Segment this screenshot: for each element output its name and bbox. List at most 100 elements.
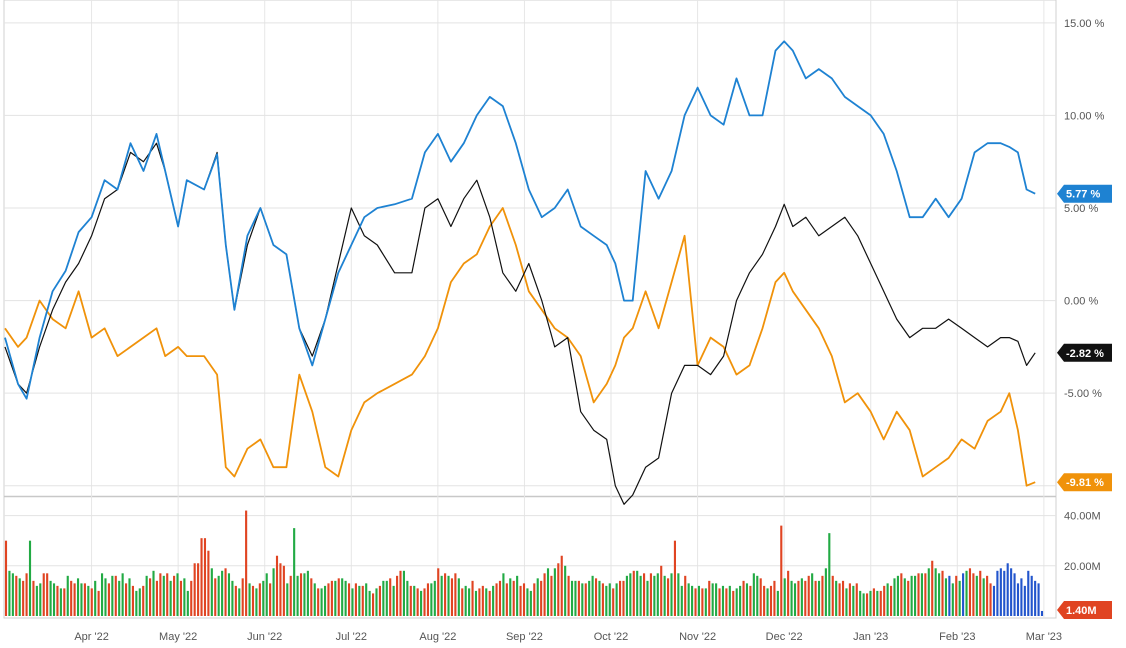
volume-bar — [368, 590, 371, 616]
volume-bar — [1040, 610, 1044, 616]
volume-bar — [28, 540, 32, 616]
volume-bar — [46, 573, 49, 616]
y-tick-label: 0.00 % — [1064, 296, 1098, 308]
volume-bar — [251, 585, 255, 616]
volume-bar — [879, 590, 882, 616]
volume-bar — [790, 580, 793, 616]
volume-bar — [371, 593, 375, 616]
volume-bar — [265, 573, 268, 616]
volume-bar — [598, 580, 601, 616]
volume-bar — [241, 578, 244, 616]
volume-bar — [883, 585, 886, 616]
volume-bar — [128, 578, 131, 616]
volume-bar — [118, 580, 121, 616]
x-tick-label: Dec '22 — [766, 631, 803, 643]
volume-bar — [1020, 578, 1023, 616]
volume-bar — [742, 580, 745, 616]
volume-bar — [76, 578, 80, 616]
volume-bar — [914, 575, 917, 616]
volume-bar — [341, 578, 344, 616]
volume-bar — [982, 578, 985, 616]
volume-bar — [711, 583, 714, 616]
volume-bar — [375, 588, 378, 616]
series-value-badge-text: 5.77 % — [1066, 189, 1100, 201]
volume-bar — [262, 580, 265, 616]
volume-bar — [591, 575, 594, 616]
volume-bar — [512, 580, 515, 616]
volume-bar — [176, 573, 179, 616]
y-tick-label: -5.00 % — [1064, 388, 1102, 400]
volume-bar — [70, 580, 73, 616]
x-tick-label: Sep '22 — [506, 631, 543, 643]
volume-bar — [385, 580, 388, 616]
volume-bar — [478, 588, 481, 616]
volume-bar — [413, 585, 416, 616]
x-tick-label: May '22 — [159, 631, 197, 643]
x-tick-label: Apr '22 — [74, 631, 109, 643]
volume-bar — [745, 583, 749, 616]
volume-bar — [896, 575, 899, 616]
volume-bar — [471, 580, 474, 616]
volume-bar — [131, 585, 134, 616]
volume-bar — [924, 573, 927, 616]
x-tick-label: Jan '23 — [853, 631, 888, 643]
volume-bar — [231, 580, 234, 616]
volume-bar — [296, 575, 299, 616]
volume-bar — [227, 573, 231, 616]
volume-bar — [999, 568, 1002, 616]
volume-bar — [900, 573, 903, 616]
volume-bar — [166, 573, 169, 616]
volume-bar — [560, 555, 563, 616]
volume-bar — [570, 580, 574, 616]
series-value-badge: 5.77 % — [1057, 184, 1112, 203]
x-tick-label: Nov '22 — [679, 631, 716, 643]
series-value-badge: -9.81 % — [1057, 473, 1112, 492]
volume-bar — [865, 593, 869, 616]
volume-bar — [509, 578, 512, 616]
volume-bar — [841, 580, 845, 616]
volume-bar — [145, 575, 148, 616]
volume-bar — [114, 575, 117, 616]
volume-bar — [8, 570, 11, 616]
volume-bar — [87, 585, 90, 616]
volume-bar — [313, 583, 316, 616]
volume-bar — [677, 573, 680, 616]
series-line-2 — [4, 207, 1036, 487]
volume-bar — [269, 583, 272, 616]
volume-bar — [787, 570, 790, 616]
volume-bar — [409, 585, 412, 616]
volume-bar — [567, 575, 570, 616]
volume-bar — [59, 588, 62, 616]
volume-bar — [927, 568, 930, 616]
volume-bar — [910, 575, 913, 616]
volume-bar — [955, 575, 958, 616]
volume-bar — [498, 580, 502, 616]
volume-bar — [25, 573, 28, 616]
volume-bar — [574, 580, 577, 616]
volume-bar — [546, 568, 550, 616]
volume-bar — [155, 580, 159, 616]
volume-bar — [1027, 570, 1030, 616]
volume-bar — [354, 583, 357, 616]
volume-bar — [876, 590, 879, 616]
volume-bar — [365, 583, 368, 616]
volume-bar — [989, 583, 992, 616]
volume-bar — [121, 573, 124, 616]
volume-bar — [821, 575, 824, 616]
volume-bar — [15, 575, 18, 616]
volume-bar — [687, 583, 690, 616]
volume-bar — [811, 573, 814, 616]
volume-bar — [351, 588, 354, 616]
volume-bar — [464, 585, 467, 616]
volume-bar — [474, 590, 478, 616]
volume-bar — [958, 580, 961, 616]
volume-bar — [183, 578, 186, 616]
volume-bar — [1016, 583, 1020, 616]
volume-bar — [207, 550, 210, 616]
volume-bar — [725, 588, 728, 616]
volume-bar — [845, 588, 848, 616]
volume-bar — [522, 583, 526, 616]
volume-bar — [94, 580, 97, 616]
volume-bar — [286, 583, 289, 616]
volume-bar — [872, 588, 875, 616]
